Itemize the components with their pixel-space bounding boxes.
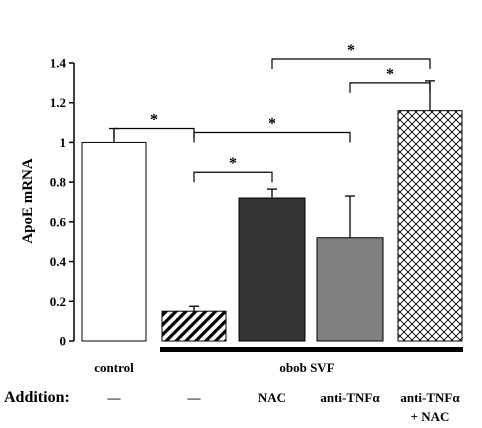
bar-2	[238, 197, 306, 342]
significance-star-4: *	[386, 66, 394, 83]
y-tick-label: 1.4	[50, 56, 67, 71]
addition-anti-tnf-nac: anti-TNFα	[400, 390, 460, 405]
significance-star-2: *	[268, 116, 276, 133]
bar-4	[397, 110, 463, 342]
bars	[81, 110, 463, 342]
significance-bracket-2	[193, 131, 351, 143]
addition-anti-tnf: anti-TNFα	[320, 390, 380, 405]
addition-nac: NAC	[258, 390, 286, 405]
y-axis-title: ApoE mRNA	[20, 158, 36, 244]
obob-svf-label: obob SVF	[279, 360, 334, 375]
significance-bracket-0	[113, 127, 195, 139]
bar-0	[81, 141, 147, 342]
bar-3	[316, 237, 384, 342]
control-label: control	[94, 360, 134, 375]
y-tick-label: 0.6	[50, 214, 67, 229]
significance-star-0: *	[150, 112, 158, 129]
significance-brackets: * * * * *	[113, 42, 431, 183]
y-tick-label: 0.8	[50, 175, 67, 190]
y-tick-label: 1	[60, 135, 67, 150]
significance-bracket-3	[271, 58, 431, 70]
y-tick-label: 0.4	[50, 254, 67, 269]
addition-plus-nac: + NAC	[411, 409, 450, 424]
significance-star-3: *	[347, 42, 355, 59]
significance-bracket-4	[349, 82, 431, 93]
bar-1	[161, 310, 227, 342]
addition-control: —	[107, 390, 122, 405]
y-tick-label: 0.2	[50, 294, 66, 309]
y-tick-label: 1.2	[50, 95, 66, 110]
addition-title: Addition:	[4, 389, 70, 406]
significance-star-1: *	[229, 155, 237, 172]
y-tick-label: 0	[60, 334, 67, 349]
obob-group-bar	[160, 347, 463, 352]
error-bars	[109, 80, 435, 312]
significance-bracket-1	[193, 171, 273, 183]
addition-obob: —	[187, 390, 202, 405]
y-ticks: 0 0.2 0.4 0.6 0.8 1 1.2 1.4	[50, 56, 74, 349]
